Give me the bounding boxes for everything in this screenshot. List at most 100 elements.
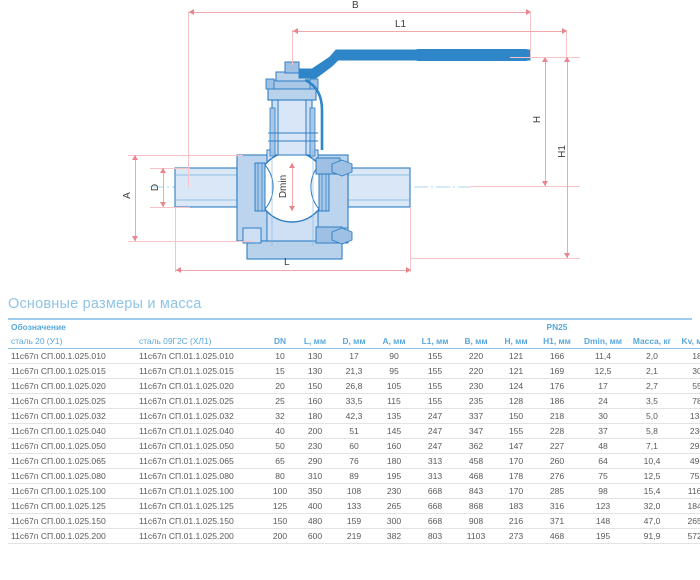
cell-designation: 11с67п СП.00.1.025.050 — [11, 441, 106, 451]
cell-value: 150 — [307, 381, 323, 391]
group-header-spacer-1 — [264, 320, 296, 334]
cell-designation: 11с67п СП.01.1.025.032 — [139, 411, 234, 421]
cell-value: 300 — [386, 516, 402, 526]
cell-value: 230 — [468, 381, 484, 391]
cell-value: 195 — [386, 471, 402, 481]
dim-label-l1: L1 — [395, 19, 407, 30]
arrow-h1-top — [564, 57, 570, 62]
table-row: 11с67п СП.00.1.025.200 11с67п СП.01.1.025… — [8, 529, 700, 544]
col-header-steel09g2s: сталь 09Г2С (ХЛ1) — [136, 334, 264, 349]
cell-value: 130 — [307, 351, 323, 361]
col-header-l: L, мм — [296, 334, 334, 349]
cell-value: 200 — [307, 426, 323, 436]
cell-designation: 11с67п СП.00.1.025.025 — [11, 396, 106, 406]
cell-value: 178 — [508, 471, 524, 481]
cell-value: 10,4 — [643, 456, 661, 466]
cell-value: 313 — [427, 471, 443, 481]
arrow-b-left — [189, 9, 194, 15]
cell-value: 668 — [427, 501, 443, 511]
cell-value: 176 — [549, 381, 565, 391]
table-row: 11с67п СП.00.1.025.050 11с67п СП.01.1.025… — [8, 439, 700, 454]
ext-line-h1-top — [510, 57, 580, 58]
group-header-designation-spacer — [136, 320, 264, 334]
cell-value: 235 — [468, 396, 484, 406]
table-row: 11с67п СП.00.1.025.125 11с67п СП.01.1.025… — [8, 499, 700, 514]
col-header-dn: DN — [264, 334, 296, 349]
ext-line-d-bottom — [150, 207, 190, 208]
cell-value: 155 — [427, 396, 443, 406]
group-header-spacer-2 — [296, 320, 334, 334]
cell-designation: 11с67п СП.01.1.025.200 — [139, 531, 234, 541]
table-body: 11с67п СП.00.1.025.010 11с67п СП.01.1.025… — [8, 349, 700, 544]
cell-value: 160 — [386, 441, 402, 451]
cell-value: 147 — [508, 441, 524, 451]
table-column-header-row: сталь 20 (У1) сталь 09Г2С (ХЛ1) DN L, мм… — [8, 334, 700, 349]
cell-value: 124 — [508, 381, 524, 391]
cell-value: 350 — [307, 486, 323, 496]
arrow-l-left — [176, 267, 181, 273]
arrow-l1-right — [562, 28, 567, 34]
cell-value: 30 — [598, 411, 608, 421]
cell-value: 220 — [468, 351, 484, 361]
cell-value: 26,8 — [345, 381, 363, 391]
dim-label-dmin: Dmin — [278, 174, 290, 199]
group-header-spacer-9 — [628, 320, 676, 334]
cell-value: 20 — [275, 381, 285, 391]
group-header-spacer-8 — [578, 320, 628, 334]
arrow-l-right — [406, 267, 411, 273]
cell-value: 64 — [598, 456, 608, 466]
dim-label-h: H — [532, 115, 544, 124]
cell-value: 51 — [349, 426, 359, 436]
cell-value: 228 — [549, 426, 565, 436]
ext-line-b-left — [188, 12, 189, 187]
cell-value: 47,0 — [643, 516, 661, 526]
cell-designation: 11с67п СП.01.1.025.125 — [139, 501, 234, 511]
cell-designation: 11с67п СП.00.1.025.032 — [11, 411, 106, 421]
col-header-kv: Kv, м³/ч — [676, 334, 700, 349]
cell-designation: 11с67п СП.01.1.025.150 — [139, 516, 234, 526]
cell-designation: 11с67п СП.01.1.025.065 — [139, 456, 234, 466]
col-header-steel20: сталь 20 (У1) — [8, 334, 136, 349]
cell-value: 18 — [692, 351, 700, 361]
cell-value: 75 — [598, 471, 608, 481]
cell-value: 400 — [307, 501, 323, 511]
cell-value: 123 — [595, 501, 611, 511]
group-header-pressure: PN25 — [546, 322, 568, 332]
cell-value: 89 — [349, 471, 359, 481]
cell-value: 668 — [427, 486, 443, 496]
cell-value: 160 — [307, 396, 323, 406]
arrow-h-bottom — [542, 181, 548, 186]
col-header-h: H, мм — [496, 334, 536, 349]
cell-value: 105 — [386, 381, 402, 391]
cell-value: 150 — [508, 411, 524, 421]
cell-value: 313 — [427, 456, 443, 466]
dim-line-dmin — [292, 163, 293, 211]
cell-value: 11,4 — [594, 351, 612, 361]
arrow-a-bottom — [132, 236, 138, 241]
arrow-a-top — [132, 155, 138, 160]
ext-line-a-top — [128, 155, 243, 156]
dim-line-d — [163, 168, 164, 207]
cell-value: 121 — [508, 351, 524, 361]
cell-value: 12,5 — [594, 366, 612, 376]
cell-value: 180 — [386, 456, 402, 466]
cell-value: 220 — [468, 366, 484, 376]
col-header-h1: H1, мм — [536, 334, 578, 349]
cell-value: 200 — [272, 531, 288, 541]
dim-line-l — [175, 270, 410, 271]
cell-value: 468 — [468, 471, 484, 481]
cell-value: 108 — [346, 486, 362, 496]
cell-value: 480 — [307, 516, 323, 526]
cell-designation: 11с67п СП.00.1.025.010 — [11, 351, 106, 361]
cell-value: 180 — [307, 411, 323, 421]
cell-value: 285 — [549, 486, 565, 496]
cell-value: 91,9 — [643, 531, 661, 541]
cell-value: 155 — [427, 366, 443, 376]
ball-valve-illustration — [150, 49, 531, 260]
cell-value: 90 — [389, 351, 399, 361]
cell-value: 908 — [468, 516, 484, 526]
cell-designation: 11с67п СП.00.1.025.020 — [11, 381, 106, 391]
cell-value: 121 — [508, 366, 524, 376]
cell-value: 50 — [275, 441, 285, 451]
cell-value: 310 — [307, 471, 323, 481]
